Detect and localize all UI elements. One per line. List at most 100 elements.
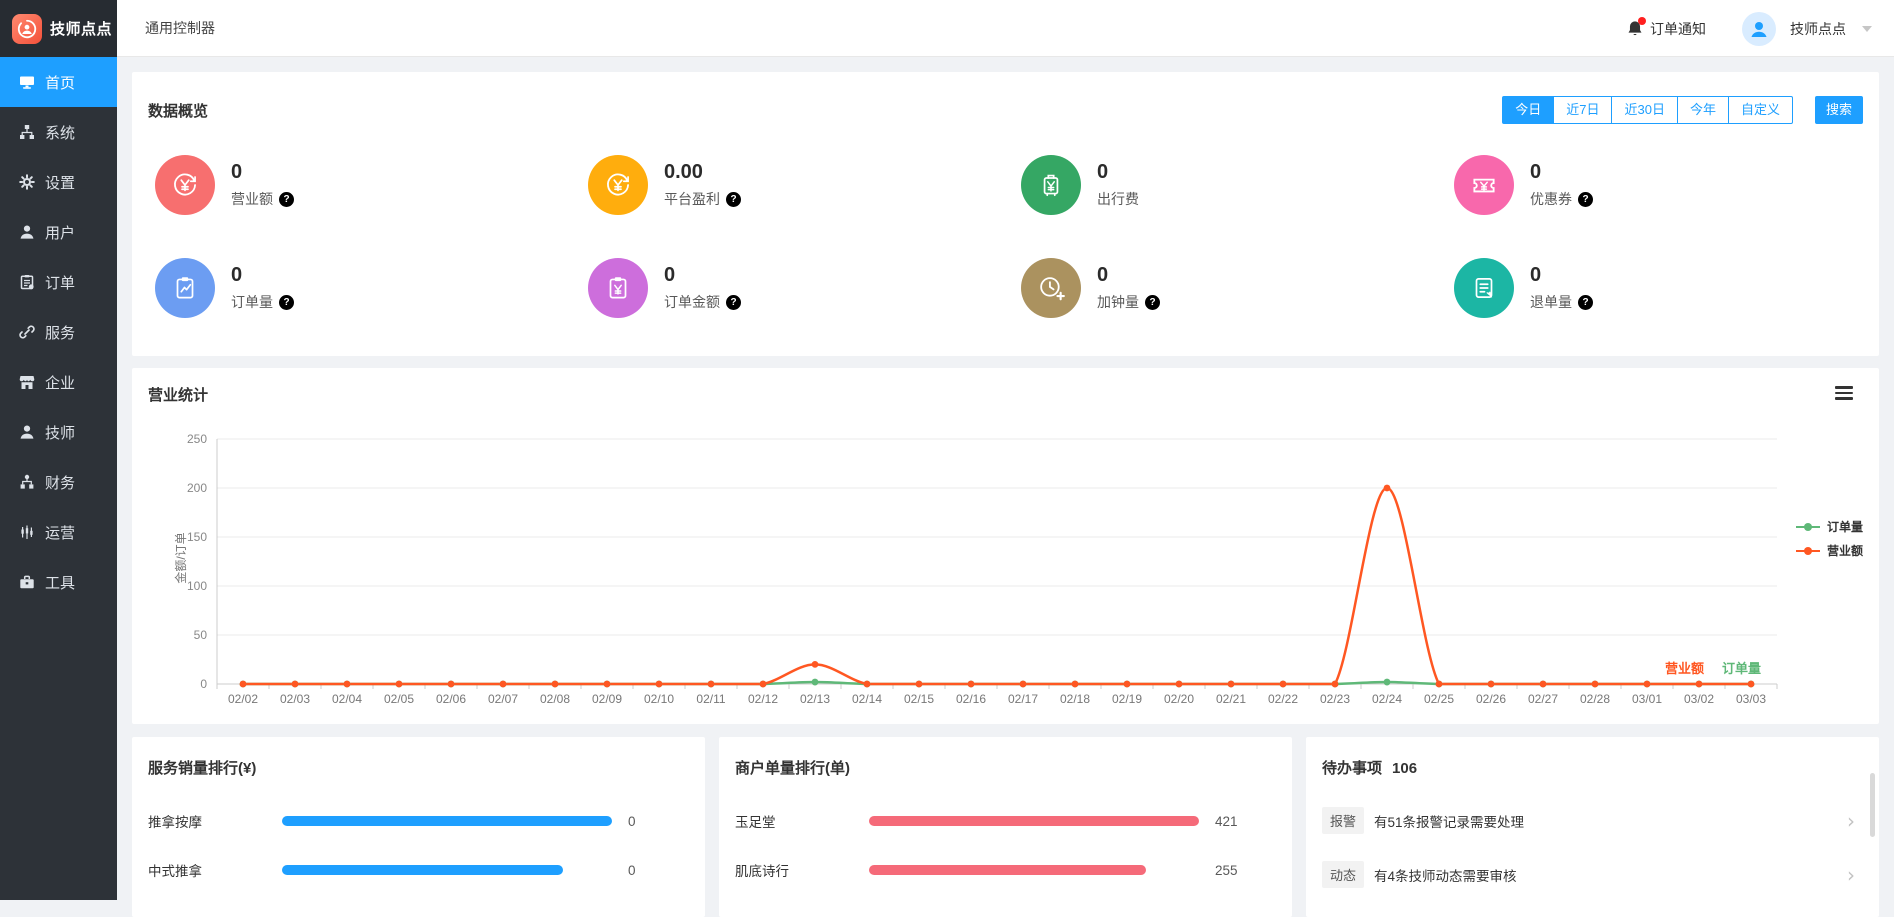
- ranking-title: 服务销量排行(¥): [148, 760, 257, 777]
- chart-legend: 订单量 营业额: [1795, 518, 1863, 559]
- stat-value: 0: [231, 264, 243, 286]
- sitemap-icon: [19, 124, 35, 140]
- chevron-down-icon[interactable]: [1862, 25, 1872, 32]
- svg-text:50: 50: [194, 628, 208, 642]
- filter-button-今日[interactable]: 今日: [1502, 96, 1555, 124]
- sidebar-item-服务[interactable]: 服务: [0, 307, 117, 357]
- toolbox-icon: [19, 574, 35, 590]
- help-icon[interactable]: ?: [1578, 294, 1593, 310]
- rank-row-中式推拿: 中式推拿 0: [148, 860, 691, 880]
- svg-text:02/25: 02/25: [1424, 692, 1454, 706]
- rank-row-玉足堂: 玉足堂 421: [735, 811, 1278, 831]
- stat-value: 0: [1097, 264, 1109, 286]
- rank-label: 中式推拿: [148, 864, 202, 879]
- notification-label: 订单通知: [1650, 20, 1706, 37]
- svg-text:02/23: 02/23: [1320, 692, 1350, 706]
- svg-text:02/26: 02/26: [1476, 692, 1506, 706]
- svg-text:0: 0: [200, 677, 207, 691]
- stat-card-加钟量: 0 加钟量?: [1021, 258, 1160, 318]
- svg-text:02/14: 02/14: [852, 692, 882, 706]
- svg-text:02/16: 02/16: [956, 692, 986, 706]
- svg-text:02/02: 02/02: [228, 692, 258, 706]
- sidebar-item-运营[interactable]: 运营: [0, 507, 117, 557]
- sidebar-item-系统[interactable]: 系统: [0, 107, 117, 157]
- todo-text: 有4条技师动态需要审核: [1374, 868, 1517, 884]
- todo-tag: 报警: [1322, 807, 1365, 834]
- rank-label: 玉足堂: [735, 815, 776, 830]
- svg-text:02/20: 02/20: [1164, 692, 1194, 706]
- clipboard-yen-icon: [588, 258, 648, 318]
- stat-label: 平台盈利: [664, 191, 720, 207]
- sidebar-item-label: 用户: [45, 224, 76, 242]
- avatar[interactable]: [1742, 11, 1776, 46]
- sidebar-item-设置[interactable]: 设置: [0, 157, 117, 207]
- legend-item-订单量[interactable]: 订单量: [1795, 518, 1863, 535]
- stat-card-出行费: 0 出行费: [1021, 155, 1139, 215]
- rank-value: 421: [1215, 813, 1238, 829]
- svg-text:100: 100: [187, 579, 207, 593]
- sidebar-item-技师[interactable]: 技师: [0, 407, 117, 457]
- sidebar-item-用户[interactable]: 用户: [0, 207, 117, 257]
- todo-panel: 待办事项 106 报警 有51条报警记录需要处理 › 动态 有4条技师动态需要审核 ›: [1306, 737, 1879, 917]
- clock-plus-icon: [1021, 258, 1081, 318]
- sidebar-item-财务[interactable]: 财务: [0, 457, 117, 507]
- help-icon[interactable]: ?: [726, 294, 741, 310]
- legend-item-营业额[interactable]: 营业额: [1795, 542, 1863, 559]
- help-icon[interactable]: ?: [726, 191, 741, 207]
- suitcase-yen-icon: [1021, 155, 1081, 215]
- svg-text:250: 250: [187, 432, 207, 446]
- filter-button-今年[interactable]: 今年: [1677, 96, 1729, 124]
- notification-badge: [1638, 16, 1646, 25]
- search-button[interactable]: 搜索: [1814, 96, 1863, 124]
- svg-text:02/10: 02/10: [644, 692, 674, 706]
- app-logo[interactable]: 技师点点: [0, 0, 117, 57]
- svg-text:金额/订单: 金额/订单: [173, 532, 188, 583]
- svg-text:02/04: 02/04: [332, 692, 362, 706]
- rank-row-肌底诗行: 肌底诗行 255: [735, 860, 1278, 880]
- stat-card-营业额: 0 营业额?: [155, 155, 294, 215]
- date-filter-group: 今日 近7日 近30日 今年 自定义: [1502, 96, 1793, 124]
- svg-text:03/03: 03/03: [1736, 692, 1766, 706]
- todo-title: 待办事项: [1322, 760, 1383, 777]
- chevron-right-icon[interactable]: ›: [1847, 862, 1855, 887]
- filter-button-近30日[interactable]: 近30日: [1612, 96, 1678, 124]
- filter-button-近7日[interactable]: 近7日: [1554, 96, 1613, 124]
- stat-label: 出行费: [1097, 191, 1139, 207]
- help-icon[interactable]: ?: [1578, 191, 1593, 207]
- sidebar-item-首页[interactable]: 首页: [0, 57, 117, 107]
- svg-text:150: 150: [187, 530, 207, 544]
- rank-row-推拿按摩: 推拿按摩 0: [148, 811, 691, 831]
- stat-card-订单金额: 0 订单金额?: [588, 258, 741, 318]
- rank-value: 0: [628, 862, 636, 878]
- svg-text:02/11: 02/11: [696, 692, 725, 706]
- stat-card-优惠券: 0 优惠券?: [1454, 155, 1593, 215]
- svg-text:02/06: 02/06: [436, 692, 466, 706]
- user-menu[interactable]: 技师点点: [1790, 20, 1846, 37]
- sidebar-item-label: 设置: [45, 174, 76, 192]
- svg-text:02/18: 02/18: [1060, 692, 1090, 706]
- chevron-right-icon[interactable]: ›: [1847, 808, 1855, 833]
- ticket-yen-icon: [1454, 155, 1514, 215]
- rank-label: 推拿按摩: [148, 815, 202, 830]
- sidebar-item-订单[interactable]: 订单: [0, 257, 117, 307]
- sidebar-item-工具[interactable]: 工具: [0, 557, 117, 607]
- svg-text:02/13: 02/13: [800, 692, 830, 706]
- help-icon[interactable]: ?: [279, 191, 294, 207]
- help-icon[interactable]: ?: [279, 294, 294, 310]
- filter-button-自定义[interactable]: 自定义: [1728, 96, 1793, 124]
- sidebar-item-label: 财务: [45, 474, 76, 492]
- series-label-订单量: 订单量: [1722, 661, 1762, 676]
- todo-text: 有51条报警记录需要处理: [1374, 814, 1525, 830]
- svg-text:02/03: 02/03: [280, 692, 310, 706]
- candles-icon: [19, 524, 35, 540]
- todo-item-动态[interactable]: 动态 有4条技师动态需要审核 ›: [1322, 861, 1855, 888]
- stat-value: 0.00: [664, 161, 703, 183]
- sidebar-item-企业[interactable]: 企业: [0, 357, 117, 407]
- service-sales-ranking-panel: 服务销量排行(¥) 推拿按摩 0 中式推拿 0: [132, 737, 705, 917]
- chart-menu-icon[interactable]: [1835, 386, 1853, 403]
- help-icon[interactable]: ?: [1145, 294, 1160, 310]
- rank-bar: [282, 816, 612, 826]
- todo-scrollbar[interactable]: [1870, 773, 1875, 837]
- todo-item-报警[interactable]: 报警 有51条报警记录需要处理 ›: [1322, 807, 1855, 834]
- order-notification-button[interactable]: 订单通知: [1626, 16, 1706, 39]
